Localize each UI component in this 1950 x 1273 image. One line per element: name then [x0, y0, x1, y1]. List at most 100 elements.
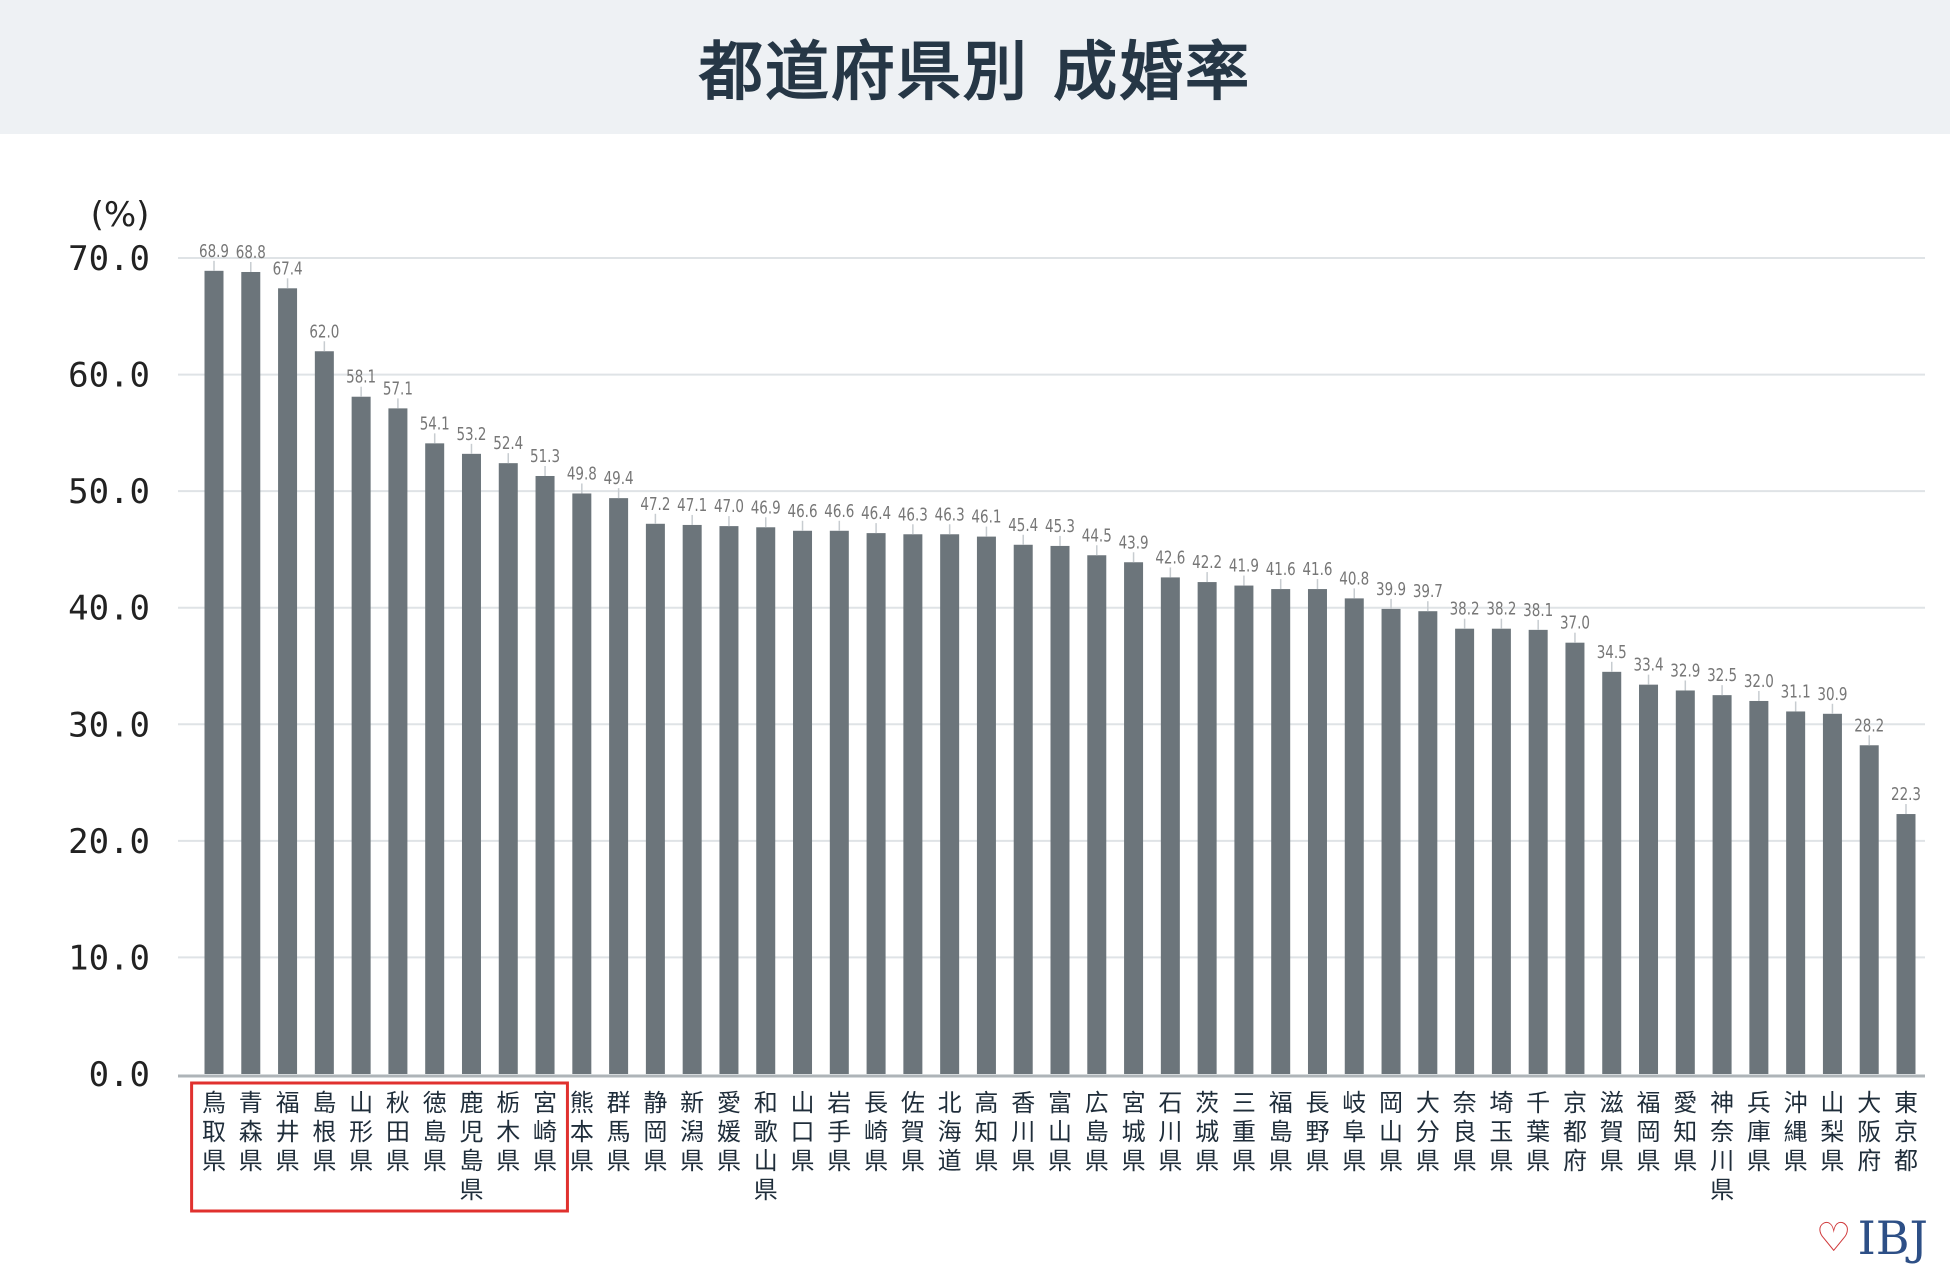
bar [1087, 555, 1107, 1074]
data-label: 45.3 [1045, 516, 1075, 537]
x-tick-label: 岩手県 [827, 1089, 851, 1175]
bar [388, 408, 408, 1074]
x-tick-label: 岡山県 [1379, 1089, 1403, 1175]
bar [1271, 589, 1291, 1074]
x-tick-label: 京都府 [1563, 1089, 1587, 1175]
data-label: 62.0 [309, 321, 339, 342]
x-tick-label: 大阪府 [1857, 1089, 1881, 1175]
x-tick-label: 大分県 [1416, 1089, 1440, 1175]
bar [1124, 562, 1144, 1074]
bar [1455, 628, 1475, 1074]
x-tick-label: 福井県 [276, 1089, 300, 1175]
y-tick-label: 0.0 [89, 1055, 150, 1095]
data-label: 40.8 [1339, 568, 1369, 589]
data-label: 41.6 [1302, 559, 1332, 580]
bar [1786, 711, 1806, 1074]
y-tick-label: 30.0 [68, 705, 150, 745]
data-label: 46.3 [935, 504, 965, 525]
data-label: 43.9 [1119, 532, 1149, 553]
data-label: 47.0 [714, 496, 744, 517]
bar [1160, 577, 1180, 1074]
heart-icon: ♡ [1815, 1215, 1852, 1261]
data-label: 45.4 [1008, 515, 1038, 536]
data-label: 30.9 [1817, 684, 1847, 705]
data-label: 41.9 [1229, 556, 1259, 577]
data-label: 57.1 [383, 378, 413, 399]
x-tick-label: 山形県 [349, 1089, 373, 1175]
bar [1712, 695, 1732, 1074]
data-label: 37.0 [1560, 613, 1590, 634]
x-tick-label: 山梨県 [1820, 1089, 1844, 1175]
data-label: 68.9 [199, 241, 229, 262]
x-tick-label: 愛媛県 [717, 1089, 741, 1175]
x-tick-label: 和歌山県 [754, 1089, 778, 1204]
data-label: 46.4 [861, 503, 891, 524]
bar-chart: 0.0 10.0 20.0 30.0 40.0 50.0 60.0 70.0(%) 68.9 鳥取… [68, 195, 1925, 1213]
x-tick-label: 秋田県 [386, 1089, 410, 1175]
x-tick-label: 富山県 [1048, 1089, 1072, 1175]
data-label: 46.6 [824, 501, 854, 522]
data-label: 38.2 [1486, 599, 1516, 620]
data-label: 46.1 [971, 507, 1001, 528]
bar [1307, 589, 1327, 1074]
data-label: 39.9 [1376, 579, 1406, 600]
data-label: 42.2 [1192, 552, 1222, 573]
data-label: 28.2 [1854, 715, 1884, 736]
data-label: 32.9 [1670, 660, 1700, 681]
x-tick-label: 徳島県 [423, 1089, 447, 1175]
x-tick-label: 福島県 [1269, 1089, 1293, 1175]
x-tick-label: 滋賀県 [1600, 1089, 1624, 1175]
y-tick-label: 10.0 [68, 938, 150, 978]
data-label: 49.8 [567, 463, 597, 484]
bar [535, 475, 555, 1074]
bar [793, 530, 813, 1074]
bar [1050, 545, 1070, 1074]
bar [461, 453, 481, 1075]
data-label: 53.2 [456, 424, 486, 445]
x-tick-label: 埼玉県 [1489, 1089, 1513, 1175]
data-label: 68.8 [236, 242, 266, 263]
x-tick-label: 静岡県 [643, 1089, 667, 1175]
x-tick-label: 宮城県 [1122, 1089, 1146, 1175]
bar [1639, 684, 1659, 1074]
bar [278, 288, 298, 1074]
x-tick-label: 北海道 [938, 1089, 962, 1175]
data-label: 32.5 [1707, 665, 1737, 686]
bar [940, 534, 960, 1074]
x-tick-label: 山口県 [791, 1089, 815, 1175]
x-tick-label: 宮崎県 [533, 1089, 557, 1175]
data-label: 46.6 [788, 501, 818, 522]
x-tick-label: 愛知県 [1673, 1089, 1697, 1175]
bar [425, 443, 445, 1074]
y-axis-label: (%) [91, 195, 150, 235]
data-label: 67.4 [273, 258, 303, 279]
bar [314, 351, 334, 1074]
data-label: 54.1 [420, 413, 450, 434]
data-label: 42.6 [1155, 547, 1185, 568]
bar [204, 270, 224, 1074]
data-label: 38.1 [1523, 600, 1553, 621]
bar [645, 523, 665, 1074]
bar [1197, 582, 1217, 1074]
bar [572, 493, 592, 1075]
x-tick-label: 島根県 [312, 1089, 336, 1175]
x-tick-label: 奈良県 [1453, 1089, 1477, 1175]
chart-title: 都道府県別 成婚率 [698, 36, 1252, 110]
bar [976, 536, 996, 1074]
bar [1418, 611, 1438, 1074]
x-tick-label: 群馬県 [607, 1089, 631, 1175]
bar [1822, 713, 1842, 1074]
x-tick-label: 神奈川県 [1710, 1089, 1734, 1204]
data-label: 58.1 [346, 367, 376, 388]
x-tick-label: 鳥取県 [202, 1089, 226, 1175]
bar [1013, 544, 1033, 1074]
x-tick-label: 石川県 [1158, 1089, 1182, 1175]
bar [903, 534, 923, 1074]
bar [1602, 671, 1622, 1074]
data-label: 46.3 [898, 504, 928, 525]
x-tick-label: 香川県 [1011, 1089, 1035, 1175]
data-label: 52.4 [493, 433, 523, 454]
x-tick-label: 兵庫県 [1747, 1089, 1771, 1175]
bar [241, 271, 261, 1074]
y-tick-label: 40.0 [68, 589, 150, 629]
